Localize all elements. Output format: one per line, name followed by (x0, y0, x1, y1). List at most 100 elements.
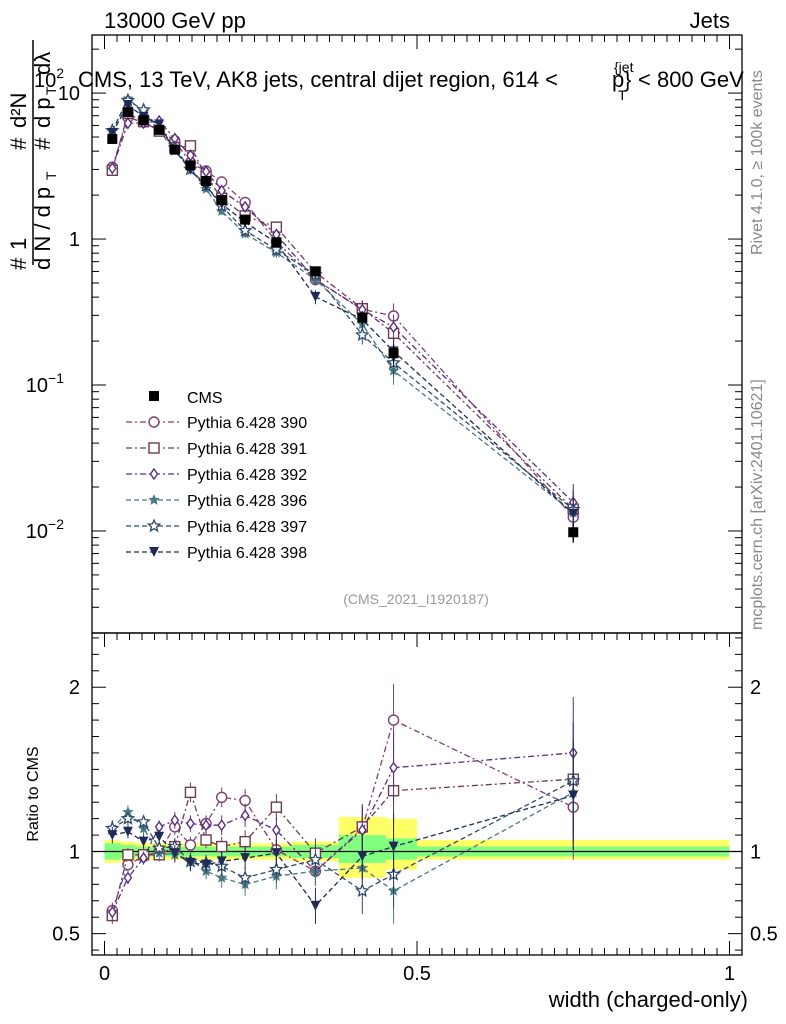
legend-marker-3 (148, 494, 160, 505)
x-axis-label: width (charged-only) (548, 987, 748, 1012)
main-point-5 (122, 99, 133, 110)
x-tick-label: 1 (724, 963, 735, 985)
svg-text:p: p (612, 67, 624, 92)
main-series (104, 92, 581, 543)
legend-label-5: Pythia 6.428 398 (187, 545, 307, 562)
legend-label-cms: CMS (187, 390, 223, 407)
ratio-point-1 (239, 835, 251, 848)
legend-marker-1 (148, 442, 160, 454)
beam-label: 13000 GeV pp (104, 8, 246, 33)
ratio-point-4 (151, 840, 167, 855)
ratio-point-1 (215, 840, 228, 853)
x-tick-label: 0.5 (403, 963, 431, 985)
plot-title: CMS, 13 TeV, AK8 jets, central dijet reg… (78, 59, 744, 103)
cms-point (169, 144, 180, 155)
main-point-2 (389, 320, 398, 334)
svg-text:#: # (30, 137, 55, 150)
ratio-point-4 (308, 851, 323, 867)
ratio-point-5 (388, 841, 399, 852)
ratio-y-tick-label-right: 2 (750, 677, 761, 699)
legend-marker-2 (149, 467, 159, 481)
ratio-point-5 (216, 856, 227, 867)
legend-marker-5 (149, 547, 159, 557)
ratio-y-tick-label: 2 (69, 677, 80, 699)
legend-label-3: Pythia 6.428 396 (187, 493, 307, 510)
cms-point (138, 115, 149, 126)
y-tick-exponent: −2 (48, 516, 64, 532)
ratio-point-5 (107, 830, 118, 841)
ratio-series (104, 683, 581, 924)
rivet-label: Rivet 4.1.0, ≥ 100k events (749, 70, 766, 255)
ratio-point-5 (568, 790, 579, 801)
svg-text:}: } (624, 67, 631, 92)
ratio-line-1 (111, 778, 574, 916)
main-line-5 (111, 104, 574, 515)
ratio-y-tick-label-right: 0.5 (750, 924, 778, 946)
x-tick-label: 0 (99, 963, 110, 985)
ratio-point-4 (136, 814, 151, 829)
ratio-point-1 (270, 801, 283, 813)
y-axis-label: # 1 d N / d p T # d²N # d p T dλ (6, 40, 59, 270)
svg-text:T: T (618, 87, 627, 103)
cms-point (154, 124, 165, 135)
ratio-point-3 (216, 871, 228, 883)
svg-text:d p: d p (30, 97, 55, 128)
ratio-point-2 (240, 809, 250, 822)
main-point-5 (310, 291, 321, 302)
y-tick-exponent: 2 (56, 65, 64, 81)
y-tick-label: 10 (58, 83, 80, 105)
ratio-point-5 (122, 826, 133, 837)
main-plot-frame (91, 34, 743, 634)
main-point-2 (123, 117, 133, 130)
legend-marker-cms (149, 391, 159, 401)
ratio-bands (104, 817, 730, 878)
ratio-point-5 (271, 848, 282, 859)
ratio-point-0 (184, 839, 197, 851)
legend-label-2: Pythia 6.428 392 (187, 467, 307, 484)
ratio-point-0 (387, 714, 400, 726)
cms-point (357, 312, 368, 323)
legend: CMS Pythia 6.428 390 Pythia 6.428 391 Pythi… (126, 390, 307, 562)
legend-label-1: Pythia 6.428 391 (187, 441, 307, 458)
cms-point (122, 107, 133, 118)
cms-point (310, 266, 321, 277)
svg-text:d²N: d²N (6, 93, 31, 128)
ratio-point-5 (310, 900, 321, 911)
main-line-3 (111, 97, 574, 514)
ratio-y-tick-label-right: 1 (750, 842, 761, 864)
ratio-point-4 (355, 883, 370, 898)
svg-text:d N / d p: d N / d p (30, 187, 55, 270)
cms-point (271, 237, 282, 248)
main-point-5 (154, 119, 165, 130)
ratio-point-0 (215, 791, 228, 803)
svg-text:CMS, 13 TeV, AK8 jets, central: CMS, 13 TeV, AK8 jets, central dijet reg… (78, 67, 558, 92)
ratio-point-1 (200, 834, 212, 846)
ratio-y-tick-label: 0.5 (52, 924, 80, 946)
ratio-point-4 (269, 861, 284, 876)
ratio-point-5 (185, 858, 196, 868)
process-label: Jets (690, 8, 730, 33)
ratio-point-5 (357, 851, 368, 862)
svg-text:{jet: {jet (614, 59, 634, 75)
legend-label-4: Pythia 6.428 397 (187, 519, 307, 536)
ratio-point-2 (139, 851, 148, 865)
main-point-3 (216, 205, 228, 216)
ratio-line-5 (112, 794, 574, 907)
main-point-5 (568, 508, 579, 519)
main-point-2 (107, 162, 117, 175)
svg-text:#: # (6, 257, 31, 270)
ratio-y-tick-label: 1 (69, 842, 80, 864)
main-point-4 (355, 327, 370, 342)
mcplots-label: mcplots.cern.ch [arXiv:2401.10621] (749, 379, 766, 630)
ratio-point-2 (201, 818, 211, 832)
main-point-2 (240, 200, 250, 214)
ratio-point-2 (389, 761, 398, 774)
ratio-point-4 (237, 870, 253, 884)
main-line-2 (111, 120, 574, 503)
ratio-point-5 (138, 836, 149, 847)
ratio-point-2 (217, 818, 227, 832)
ratio-point-5 (169, 848, 180, 859)
ratio-point-5 (240, 853, 251, 864)
ratio-point-4 (120, 810, 136, 825)
